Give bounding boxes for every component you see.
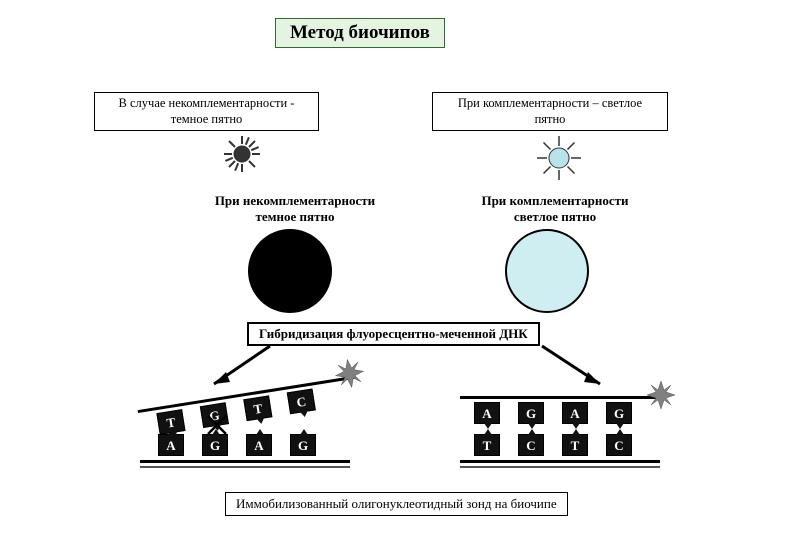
base: T	[156, 409, 185, 435]
sun-light-icon	[535, 134, 583, 182]
base: G	[606, 402, 632, 424]
dark-spot-circle	[248, 229, 332, 313]
mismatch-x-icon	[206, 414, 228, 436]
base: C	[518, 434, 544, 456]
base: T	[562, 434, 588, 456]
probe-star-icon	[332, 356, 366, 390]
hybridization-label-box: Гибридизация флуоресцентно-меченной ДНК	[247, 322, 540, 346]
dna-right-module: A G A G T C T C	[450, 384, 690, 480]
base: A	[562, 402, 588, 424]
base: C	[606, 434, 632, 456]
page-title: Метод биочипов	[275, 18, 445, 48]
base: C	[287, 388, 316, 414]
base: A	[474, 402, 500, 424]
light-spot-circle	[505, 229, 589, 313]
right-caption-box: При комплементарности – светлоепятно	[432, 92, 668, 131]
dna-left-module: A G A G T G T C	[130, 370, 380, 480]
inner-left-label: При некомплементарноститемное пятно	[185, 193, 405, 224]
left-caption-box: В случае некомплементарности -темное пят…	[94, 92, 319, 131]
sun-dark-icon	[222, 134, 262, 174]
probe-star-icon	[646, 380, 676, 410]
base: G	[290, 434, 316, 456]
inner-right-label: При комплементарностисветлое пятно	[445, 193, 665, 224]
base: T	[243, 395, 272, 421]
base: T	[474, 434, 500, 456]
base: G	[518, 402, 544, 424]
bottom-caption-box: Иммобилизованный олигонуклеотидный зонд …	[225, 492, 568, 516]
